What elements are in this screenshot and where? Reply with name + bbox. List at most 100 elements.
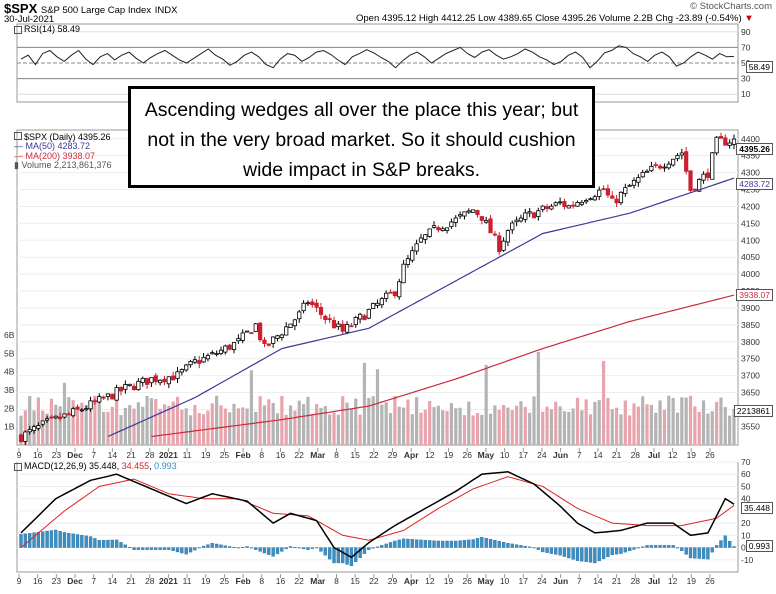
candle-body [197,360,202,364]
x-tick-label: Apr [404,450,419,460]
candle-body [258,322,263,341]
volume-bar [280,395,284,445]
volume-tick-label: 6B [4,330,15,340]
volume-bar [701,400,706,445]
macd-histogram-bar [397,539,401,548]
candle-body [262,339,267,344]
x-tick-label: 21 [612,576,622,586]
macd-histogram-bar [328,547,332,560]
volume-bar [436,405,440,445]
macd-histogram-bar [280,547,284,552]
price-tick-label: 3900 [741,303,760,313]
x-tick-label: 26 [462,576,472,586]
macd-histogram-bar [249,547,254,549]
candle-body [192,359,198,363]
macd-histogram-bar [288,546,293,548]
x-tick-label: Dec [67,576,83,586]
x-tick-label: 11 [183,576,192,586]
volume-bar [406,399,410,445]
volume-bar [419,412,423,445]
volume-bar [545,406,549,445]
candle-body [184,364,189,371]
candle-body [327,318,332,320]
legend-ma200: — MA(200) 3938.07 [14,150,96,161]
x-tick-label: 16 [33,576,43,586]
x-tick-label: Jul [648,450,660,460]
x-tick-label: 8 [334,450,339,460]
candle-body [418,237,424,243]
macd-histogram-bar [432,540,436,548]
candle-body [662,166,667,169]
x-tick-label: Jun [553,576,568,586]
x-tick-label: 28 [631,576,641,586]
macd-histogram-bar [628,547,632,552]
macd-histogram-bar [684,547,688,555]
candle-body [144,377,150,385]
candle-body [444,227,450,231]
symbol: $SPX [4,1,38,16]
price-tick-label: 4400 [741,134,760,144]
candle-body [366,308,371,319]
price-tick-label: 4200 [741,201,760,211]
volume-bar [580,410,584,445]
candle-body [479,216,484,221]
candle-body [279,334,284,338]
macd-histogram-bar [223,545,227,548]
volume-bar [510,410,514,445]
volume-tick-label: 1B [4,422,15,432]
volume-bar [632,403,636,445]
macd-histogram-bar [419,539,423,548]
candle-body [301,302,306,312]
volume-bar [115,399,119,445]
macd-histogram-bar [41,531,45,548]
volume-bar [71,400,75,445]
macd-histogram-bar [19,534,23,548]
volume-bar [428,400,432,445]
macd-histogram-bar [662,545,667,548]
x-tick-label: 10 [500,576,510,586]
macd-histogram-bar [49,530,54,548]
price-tick-label: 4100 [741,235,760,245]
candle-body [553,202,558,206]
macd-histogram-bar [584,547,588,563]
candle-body [292,319,297,327]
macd-tick-label: -10 [741,555,754,565]
volume-tick-label: 3B [4,385,15,395]
volume-bar [323,405,327,445]
macd-histogram-bar [619,547,623,554]
x-tick-label: 7 [91,450,96,460]
x-tick-label: 14 [108,576,118,586]
volume-bar [723,407,727,445]
candle-body [288,323,293,328]
x-tick-label: 22 [294,576,304,586]
volume-bar [528,412,532,445]
macd-histogram-bar [384,543,388,548]
volume-bar [410,414,414,445]
macd-histogram-bar [332,547,336,564]
x-tick-label: 28 [145,576,155,586]
volume-bar [236,408,240,445]
candle-body [675,155,680,160]
candle-body [544,206,550,209]
candle-body [392,291,397,297]
macd-histogram-bar [258,547,262,552]
volume-bar [271,402,275,445]
candle-body [644,170,650,173]
macd-histogram-bar [271,547,275,557]
hist-flag: 0.993 [745,540,773,552]
volume-bar [354,398,358,445]
macd-histogram-bar [267,547,271,555]
ohlc-readout: Open 4395.12 High 4412.25 Low 4389.65 Cl… [356,13,754,24]
candle-body [710,152,715,180]
candle-body [118,386,124,392]
x-tick-label: 12 [425,450,435,460]
macd-histogram-bar [162,547,167,550]
close-flag: 4395.26 [736,143,773,155]
volume-bar [636,406,640,445]
price-tick-label: 4150 [741,218,760,228]
candle-body [614,198,619,204]
ma200-flag: 3938.07 [736,289,773,301]
x-tick-label: 2021 [159,576,178,586]
macd-histogram-bar [219,544,223,548]
volume-bar [471,415,475,445]
